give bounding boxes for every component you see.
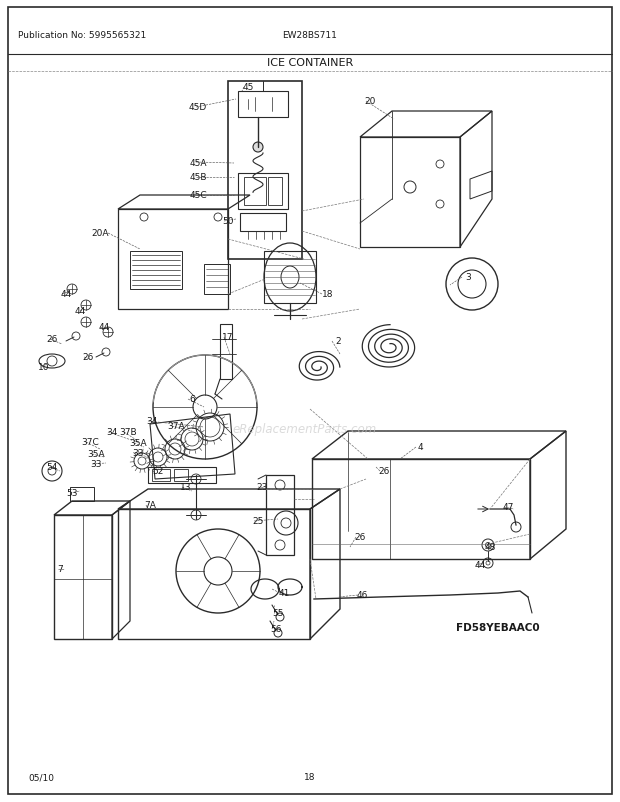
Text: 26: 26 — [354, 533, 366, 542]
Text: ICE CONTAINER: ICE CONTAINER — [267, 58, 353, 68]
Text: 26: 26 — [46, 335, 58, 344]
Text: 45B: 45B — [189, 173, 206, 182]
Text: 4: 4 — [417, 443, 423, 452]
Bar — [244, 178, 266, 206]
Text: 23: 23 — [256, 483, 268, 492]
Text: eReplacementParts.com: eReplacementParts.com — [233, 423, 377, 436]
Text: 10: 10 — [38, 363, 50, 372]
Text: 44: 44 — [99, 323, 110, 332]
Text: 3: 3 — [465, 273, 471, 282]
Text: 48: 48 — [484, 543, 495, 552]
Bar — [268, 178, 282, 206]
Text: 56: 56 — [270, 625, 281, 634]
Text: 35A: 35A — [129, 439, 147, 448]
Text: 33: 33 — [132, 449, 144, 458]
Text: 45A: 45A — [189, 158, 206, 168]
Text: Publication No: 5995565321: Publication No: 5995565321 — [18, 30, 146, 39]
Text: 25: 25 — [252, 516, 264, 526]
Bar — [130, 252, 182, 290]
Text: 34: 34 — [146, 417, 157, 426]
Text: 37B: 37B — [119, 428, 137, 437]
Text: 44: 44 — [474, 561, 485, 569]
Text: EW28BS711: EW28BS711 — [283, 30, 337, 39]
Text: 45: 45 — [242, 83, 254, 92]
Text: 46: 46 — [356, 591, 368, 600]
Text: 13: 13 — [180, 483, 192, 492]
Text: 44: 44 — [74, 307, 86, 316]
Text: 18: 18 — [322, 290, 334, 299]
Text: 52: 52 — [153, 467, 164, 476]
Text: 37A: 37A — [167, 422, 185, 431]
Text: 2: 2 — [335, 337, 341, 346]
Text: 33: 33 — [91, 460, 102, 469]
Bar — [152, 469, 170, 481]
Text: 26: 26 — [82, 353, 94, 362]
Text: 55: 55 — [272, 609, 284, 618]
Text: 41: 41 — [278, 589, 290, 597]
Circle shape — [253, 143, 263, 153]
Text: 37C: 37C — [81, 438, 99, 447]
Text: 18: 18 — [304, 772, 316, 781]
Text: 45D: 45D — [189, 103, 207, 112]
Text: 7: 7 — [57, 565, 63, 573]
Text: 7A: 7A — [144, 501, 156, 510]
Text: 54: 54 — [46, 463, 58, 472]
Text: 44: 44 — [60, 290, 72, 299]
Text: 50: 50 — [222, 217, 234, 226]
Text: 20A: 20A — [91, 229, 108, 238]
Bar — [148, 468, 216, 484]
Bar — [220, 325, 232, 379]
Text: 20: 20 — [365, 97, 376, 107]
Bar — [174, 469, 188, 481]
Bar — [70, 488, 94, 501]
Bar — [228, 82, 302, 260]
Text: 47: 47 — [502, 503, 514, 512]
Text: 45C: 45C — [189, 191, 207, 200]
Text: FD58YEBAAC0: FD58YEBAAC0 — [456, 622, 540, 632]
Bar — [204, 265, 230, 294]
Text: 26: 26 — [378, 467, 390, 476]
Text: 53: 53 — [66, 489, 78, 498]
Text: 17: 17 — [222, 333, 234, 342]
Text: 6: 6 — [189, 395, 195, 404]
Text: 35A: 35A — [87, 450, 105, 459]
Text: 34: 34 — [106, 428, 118, 437]
Text: 05/10: 05/10 — [28, 772, 54, 781]
